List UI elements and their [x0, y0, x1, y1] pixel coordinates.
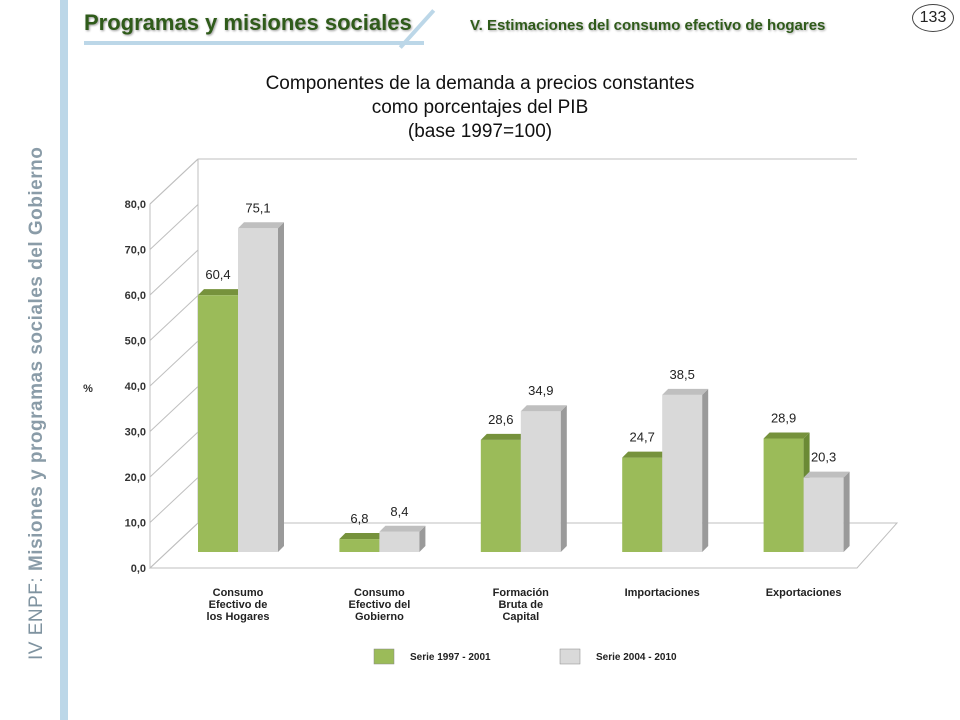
- category-label: Consumo: [213, 587, 264, 599]
- category-label: Exportaciones: [766, 587, 842, 599]
- bar-side-2-3: [560, 405, 567, 552]
- y-tick-label: 0,0: [131, 563, 146, 575]
- page-number-badge: 133: [912, 4, 954, 32]
- bar-top-1-3: [480, 433, 527, 440]
- category-label: Importaciones: [625, 587, 700, 599]
- bar-top-2-2: [379, 525, 426, 532]
- category-label: Gobierno: [355, 611, 404, 623]
- bar-top-1-5: [763, 432, 810, 439]
- data-label-1-4: 24,7: [630, 430, 655, 445]
- y-tick-diagonal: [149, 386, 199, 432]
- bar-top-2-3: [520, 405, 567, 412]
- chart-title: Componentes de la demanda a precios cons…: [220, 72, 740, 144]
- bar-side-2-1: [278, 222, 284, 553]
- data-label-2-4: 38,5: [670, 367, 695, 382]
- bar-top-2-1: [238, 222, 284, 229]
- y-tick-label: 20,0: [125, 472, 146, 484]
- y-tick-label: 60,0: [125, 290, 146, 302]
- bar-2-4: [662, 394, 703, 552]
- data-label-2-2: 8,4: [390, 504, 408, 519]
- y-axis-label: %: [83, 383, 93, 395]
- legend-label-2: Serie 2004 - 2010: [596, 652, 677, 663]
- bar-2-2: [379, 531, 420, 552]
- y-tick-diagonal: [149, 431, 199, 478]
- bar-top-1-1: [198, 289, 244, 296]
- y-tick-label: 40,0: [125, 381, 146, 393]
- y-tick-diagonal: [149, 477, 199, 523]
- data-label-2-1: 75,1: [245, 200, 270, 215]
- y-tick-diagonal: [149, 522, 199, 569]
- data-label-2-5: 20,3: [811, 450, 836, 465]
- chart-title-line-1: Componentes de la demanda a precios cons…: [265, 73, 695, 94]
- category-label: Capital: [502, 611, 539, 623]
- bar-side-2-5: [843, 471, 850, 552]
- bar-side-2-2: [419, 525, 426, 552]
- bar-top-2-4: [662, 388, 709, 395]
- y-tick-diagonal: [149, 340, 199, 387]
- chart-title-line-3: (base 1997=100): [407, 121, 553, 142]
- y-tick-diagonal: [149, 204, 199, 250]
- bar-2-3: [520, 411, 561, 552]
- y-tick-diagonal: [149, 158, 199, 205]
- header-underline: [84, 41, 424, 45]
- category-label: Formación: [493, 587, 550, 599]
- y-tick-label: 80,0: [125, 199, 146, 211]
- bar-1-3: [480, 439, 521, 552]
- bar-2-1: [238, 228, 278, 553]
- y-tick-label: 70,0: [125, 245, 146, 257]
- sidebar-accent-bar: [60, 0, 68, 720]
- bar-side-2-4: [702, 388, 709, 552]
- bar-1-1: [198, 295, 238, 552]
- category-label: Efectivo de: [209, 599, 268, 611]
- header-subtitle: V. Estimaciones del consumo efectivo de …: [470, 17, 826, 34]
- y-tick-label: 50,0: [125, 336, 146, 348]
- bar-2-5: [803, 477, 844, 552]
- bar-1-4: [622, 457, 663, 552]
- bar-top-2-5: [803, 471, 850, 478]
- data-label-1-3: 28,6: [488, 412, 513, 427]
- category-label: Consumo: [354, 587, 405, 599]
- legend-swatch-2: [559, 648, 581, 665]
- y-tick-label: 30,0: [125, 427, 146, 439]
- data-label-2-3: 34,9: [528, 383, 553, 398]
- data-label-1-1: 60,4: [205, 267, 230, 282]
- bar-1-2: [339, 539, 380, 552]
- data-label-1-5: 28,9: [771, 411, 796, 426]
- bar-top-1-4: [622, 451, 669, 458]
- bar-top-1-2: [339, 533, 386, 540]
- chart-title-line-2: como porcentajes del PIB: [371, 97, 589, 118]
- header-title: Programas y misiones sociales: [84, 10, 412, 35]
- bar-1-5: [763, 438, 804, 552]
- data-label-1-2: 6,8: [350, 511, 368, 526]
- category-label: Efectivo del: [349, 599, 411, 611]
- legend-swatch-1: [373, 648, 395, 665]
- category-label: Bruta de: [498, 599, 543, 611]
- y-tick-diagonal: [149, 249, 199, 296]
- legend-label-1: Serie 1997 - 2001: [410, 652, 491, 663]
- y-tick-label: 10,0: [125, 518, 146, 530]
- y-tick-diagonal: [149, 295, 199, 341]
- category-label: los Hogares: [207, 611, 270, 623]
